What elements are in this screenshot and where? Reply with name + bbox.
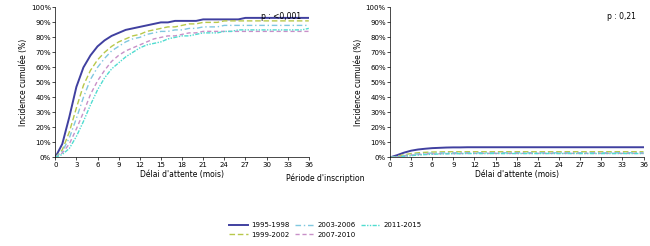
X-axis label: Délai d'attente (mois): Délai d'attente (mois) bbox=[474, 170, 559, 179]
Text: p : <0,001: p : <0,001 bbox=[261, 12, 301, 21]
Text: p : 0,21: p : 0,21 bbox=[607, 12, 636, 21]
Text: Période d'inscription: Période d'inscription bbox=[286, 174, 364, 183]
Legend: 1995-1998, 1999-2002, 2003-2006, 2007-2010, 2011-2015: 1995-1998, 1999-2002, 2003-2006, 2007-20… bbox=[229, 222, 421, 238]
X-axis label: Délai d'attente (mois): Délai d'attente (mois) bbox=[140, 170, 224, 179]
Y-axis label: Incidence cumulée (%): Incidence cumulée (%) bbox=[354, 39, 363, 126]
Y-axis label: Incidence cumulée (%): Incidence cumulée (%) bbox=[20, 39, 28, 126]
